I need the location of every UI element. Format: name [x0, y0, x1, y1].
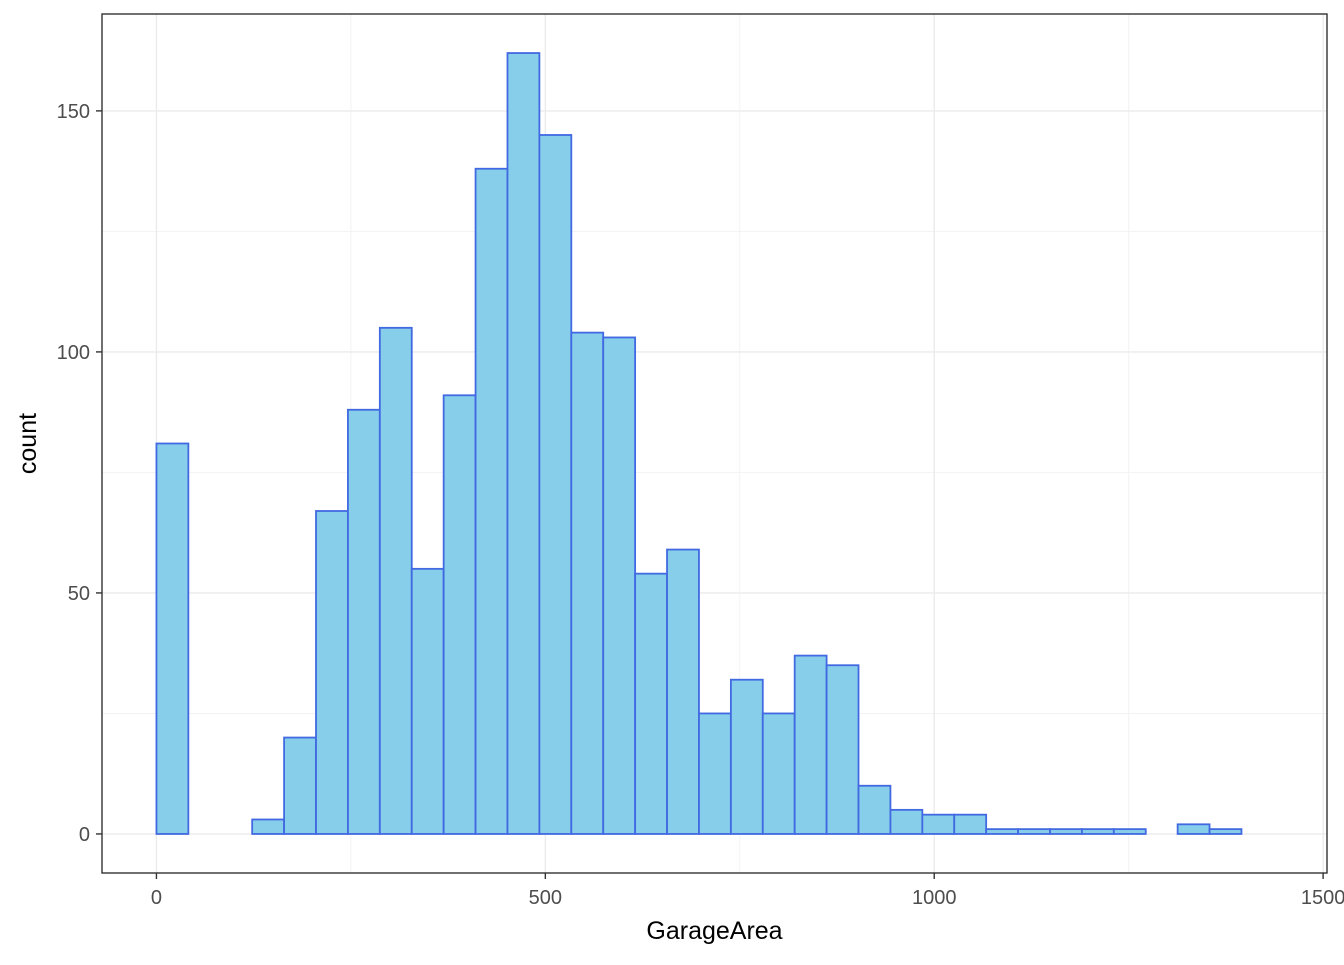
- histogram-bar: [1208, 828, 1243, 835]
- histogram-bar: [634, 572, 668, 835]
- y-tick-label: 150: [57, 101, 90, 123]
- histogram-bar: [378, 326, 413, 835]
- y-tick-label: 100: [57, 342, 90, 364]
- x-tick-label: 1000: [912, 887, 957, 909]
- histogram-bar: [953, 813, 988, 835]
- histogram-bar: [442, 394, 477, 835]
- ticks-layer: 0 500 1000 1500 0 50 100 150: [57, 101, 1344, 909]
- histogram-bar: [1017, 828, 1051, 835]
- histogram-bar: [506, 52, 541, 835]
- histogram-bar: [793, 654, 828, 835]
- bars-layer: [155, 52, 1243, 835]
- panel-border: [101, 13, 1328, 874]
- histogram-bar: [729, 678, 764, 835]
- histogram-bar: [1049, 828, 1083, 835]
- x-tick-label: 0: [151, 887, 162, 909]
- histogram-bar: [1176, 823, 1211, 835]
- histogram-bar: [538, 134, 573, 835]
- histogram-bar: [985, 828, 1019, 835]
- histogram-bar: [570, 331, 605, 835]
- y-tick-label: 0: [79, 824, 90, 846]
- histogram-bar: [889, 808, 924, 835]
- histogram-bar: [283, 736, 317, 835]
- y-axis-title: count: [14, 413, 42, 474]
- histogram-bar: [761, 712, 796, 835]
- histogram-bar: [474, 167, 509, 835]
- histogram-bar: [698, 712, 732, 835]
- x-tick-label: 500: [529, 887, 562, 909]
- histogram-bar: [857, 784, 892, 835]
- y-tick-label: 50: [68, 583, 90, 605]
- histogram-bar: [347, 408, 381, 835]
- x-axis-title: GarageArea: [646, 917, 782, 945]
- histogram-bar: [410, 567, 445, 835]
- histogram-bar: [666, 548, 700, 835]
- histogram-bar: [921, 813, 956, 835]
- histogram-bar: [251, 818, 285, 835]
- histogram-bar: [825, 664, 860, 835]
- histogram-bar: [1112, 828, 1147, 835]
- histogram-bar: [602, 336, 637, 835]
- x-tick-label: 1500: [1301, 887, 1344, 909]
- histogram-bar: [315, 510, 349, 835]
- histogram-bar: [155, 442, 190, 835]
- histogram-bar: [1080, 828, 1115, 835]
